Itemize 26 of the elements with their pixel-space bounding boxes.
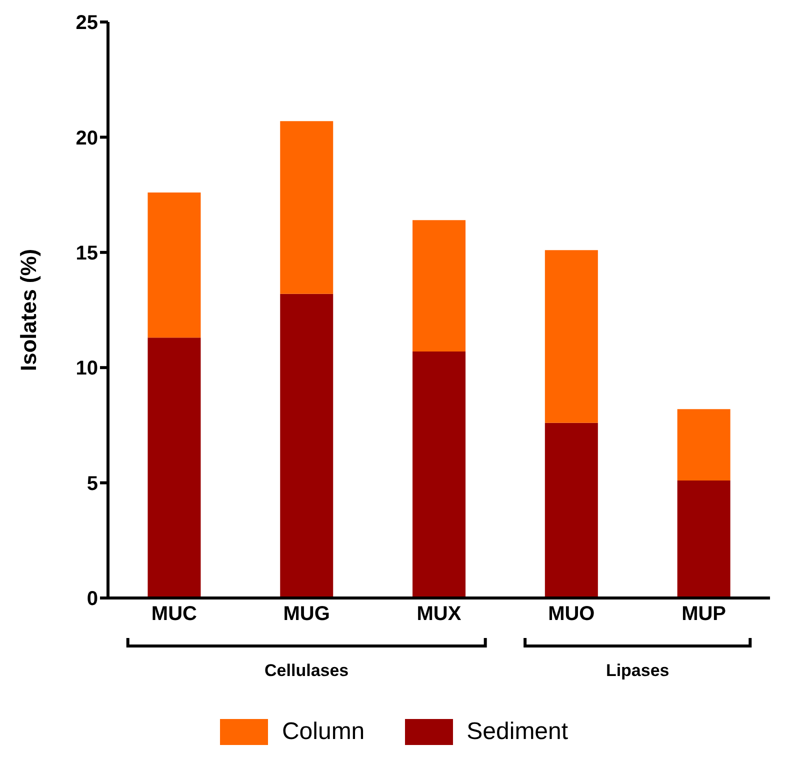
x-tick-label: MUG — [283, 603, 330, 626]
x-tick-label: MUP — [682, 603, 726, 626]
y-tick-label: 10 — [76, 358, 98, 380]
bar — [544, 250, 598, 423]
bar — [677, 409, 730, 480]
y-tick-label: 0 — [86, 588, 98, 610]
bar — [412, 220, 466, 352]
y-tick-label: 20 — [76, 127, 98, 150]
y-axis-title: Isolates (%) — [16, 248, 41, 372]
text: Lipases — [606, 661, 670, 680]
bar — [677, 480, 730, 598]
y-tick-label: 15 — [76, 242, 98, 264]
x-tick-label: MUX — [416, 603, 462, 626]
bar — [412, 351, 466, 598]
bar — [544, 422, 598, 598]
bar — [148, 192, 201, 338]
bar — [148, 338, 201, 598]
legend-label: Sediment — [466, 718, 568, 746]
y-tick-label: 5 — [86, 472, 98, 495]
text: Cellulases — [264, 661, 349, 680]
bar — [280, 121, 334, 294]
legend-label: Column — [282, 718, 365, 746]
bar — [280, 294, 334, 598]
y-tick-label: 25 — [76, 12, 98, 34]
x-tick-label: MUO — [548, 603, 595, 626]
x-tick-label: MUC — [151, 603, 197, 626]
